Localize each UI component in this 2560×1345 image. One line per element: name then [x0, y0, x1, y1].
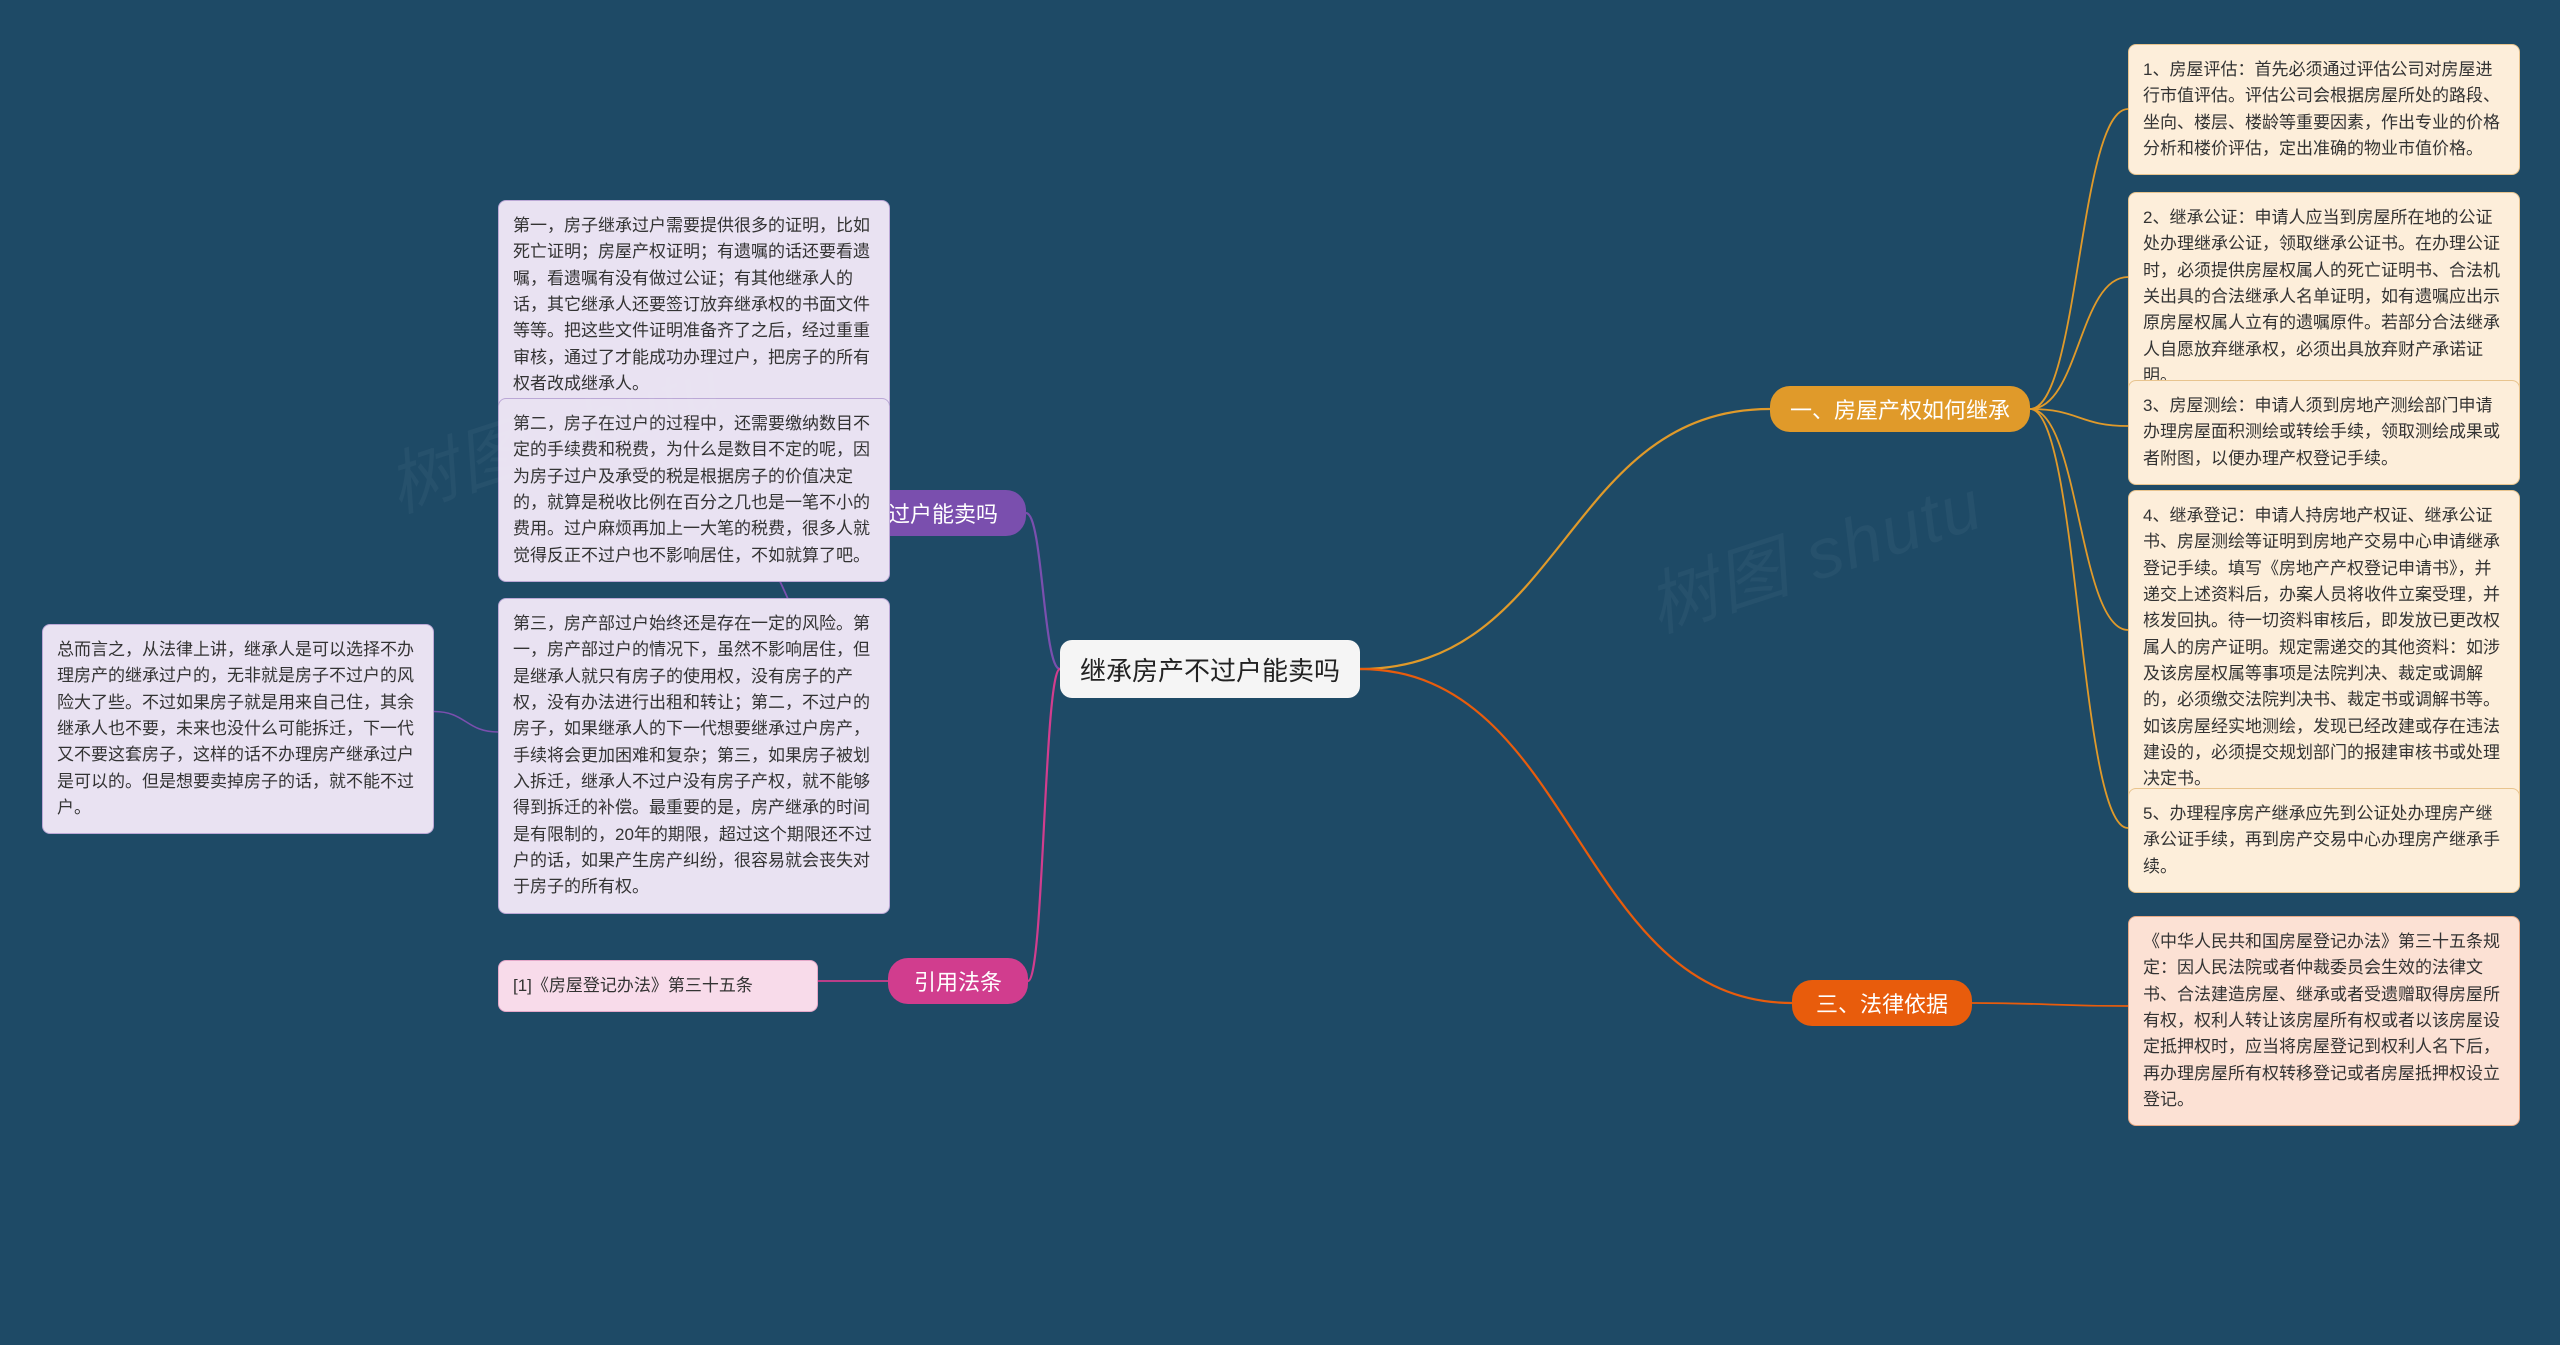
leaf-b1-1: 2、继承公证：申请人应当到房屋所在地的公证处办理继承公证，领取继承公证书。在办理… — [2128, 192, 2520, 402]
leaf-b1-3: 4、继承登记：申请人持房地产权证、继承公证书、房屋测绘等证明到房地产交易中心申请… — [2128, 490, 2520, 806]
watermark-2: 树图 shutu — [1633, 449, 1994, 652]
leaf-b2-2: 第三，房产部过户始终还是存在一定的风险。第一，房产部过户的情况下，虽然不影响居住… — [498, 598, 890, 914]
leaf-b3-0: 《中华人民共和国房屋登记办法》第三十五条规定：因人民法院或者仲裁委员会生效的法律… — [2128, 916, 2520, 1126]
leaf-b2-0: 第一，房子继承过户需要提供很多的证明，比如死亡证明；房屋产权证明；有遗嘱的话还要… — [498, 200, 890, 410]
branch-b3: 三、法律依据 — [1792, 980, 1972, 1026]
center-node: 继承房产不过户能卖吗 — [1060, 640, 1360, 698]
branch-b1: 一、房屋产权如何继承 — [1770, 386, 2030, 432]
leaf-b1-2: 3、房屋测绘：申请人须到房地产测绘部门申请办理房屋面积测绘或转绘手续，领取测绘成… — [2128, 380, 2520, 485]
leaf-b4-0: [1]《房屋登记办法》第三十五条 — [498, 960, 818, 1012]
leaf-b1-4: 5、办理程序房产继承应先到公证处办理房产继承公证手续，再到房产交易中心办理房产继… — [2128, 788, 2520, 893]
leaf-b2-1: 第二，房子在过户的过程中，还需要缴纳数目不定的手续费和税费，为什么是数目不定的呢… — [498, 398, 890, 582]
leaf-b1-0: 1、房屋评估：首先必须通过评估公司对房屋进行市值评估。评估公司会根据房屋所处的路… — [2128, 44, 2520, 175]
leaf-b2-2-sub: 总而言之，从法律上讲，继承人是可以选择不办理房产的继承过户的，无非就是房子不过户… — [42, 624, 434, 834]
branch-b4: 引用法条 — [888, 958, 1028, 1004]
